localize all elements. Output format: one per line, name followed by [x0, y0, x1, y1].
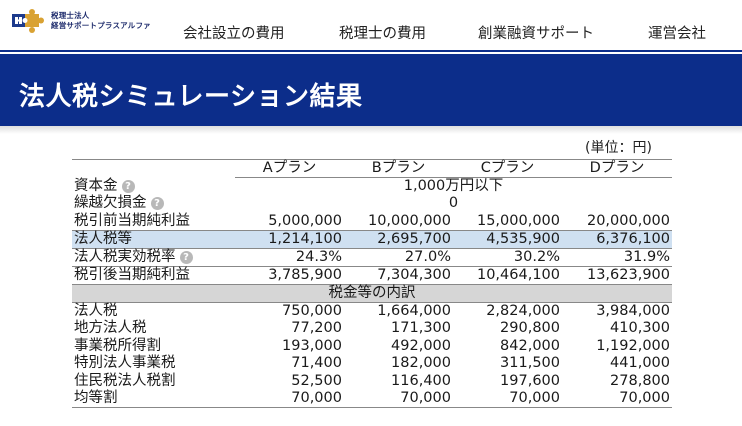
breakdown-row: 法人税 750,000 1,664,000 2,824,000 3,984,00…: [72, 302, 672, 320]
value-cell: 750,000: [282, 302, 342, 319]
question-icon[interactable]: ?: [179, 250, 193, 264]
row-label: 税引前当期純利益: [74, 212, 190, 229]
logo-line1: 税理士法人: [51, 11, 90, 20]
capital-row: 資本金? 1,000万円以下: [72, 178, 672, 196]
value-cell: 15,000,000: [476, 212, 560, 229]
breakdown-title: 税金等の内訳: [72, 284, 672, 303]
value-cell: 1,664,000: [377, 302, 451, 319]
row-label: 事業税所得割: [74, 337, 161, 354]
value-cell: 70,000: [562, 390, 672, 409]
logo[interactable]: 税理士法人 経営サポートプラスアルファ: [11, 8, 151, 34]
header-blank: [72, 159, 235, 178]
nav-startup-loan-support[interactable]: 創業融資サポート: [478, 26, 594, 42]
value-cell: 24.3%: [235, 248, 344, 267]
row-label: 特別法人事業税: [74, 355, 176, 372]
breakdown-row: 住民税法人税割 52,500 116,400 197,600 278,800: [72, 373, 672, 391]
value-cell: 441,000: [610, 355, 670, 372]
site-header: 税理士法人 経営サポートプラスアルファ 会社設立の費用 税理士の費用 創業融資サ…: [0, 0, 742, 46]
breakdown-row: 特別法人事業税 71,400 182,000 311,500 441,000: [72, 355, 672, 373]
nav-company-info[interactable]: 運営会社: [648, 26, 706, 42]
nav-incorporation-cost[interactable]: 会社設立の費用: [183, 26, 285, 42]
plan-a-header: Aプラン: [235, 159, 344, 178]
page-title: 法人税シミュレーション結果: [19, 82, 363, 112]
value-cell: 193,000: [282, 337, 342, 354]
capital-label: 資本金?: [72, 178, 235, 196]
value-cell: 6,376,100: [562, 229, 672, 249]
value-cell: 30.2%: [453, 248, 562, 267]
row-label: 均等割: [72, 390, 235, 409]
plan-b-header: Bプラン: [344, 159, 453, 178]
value-cell: 290,800: [500, 320, 560, 337]
value-cell: 311,500: [500, 355, 560, 372]
row-label: 法人税等: [72, 229, 235, 249]
value-cell: 70,000: [235, 390, 344, 409]
capital-value: 1,000万円以下: [403, 178, 504, 195]
value-cell: 13,623,900: [562, 266, 672, 285]
row-label: 地方法人税: [74, 320, 147, 337]
banner-shadow: [0, 126, 742, 134]
value-cell: 7,304,300: [344, 266, 453, 285]
value-cell: 4,535,900: [453, 229, 562, 249]
value-cell: 27.0%: [344, 248, 453, 267]
value-cell: 3,984,000: [596, 302, 670, 319]
value-cell: 10,000,000: [367, 212, 451, 229]
loss-carryforward-value: 0: [448, 195, 459, 212]
value-cell: 20,000,000: [586, 212, 670, 229]
value-cell: 278,800: [610, 372, 670, 389]
breakdown-section-header: 税金等の内訳: [72, 284, 672, 303]
plan-d-header: Dプラン: [562, 159, 672, 178]
row-label: 法人税: [74, 302, 118, 319]
value-cell: 70,000: [344, 390, 453, 409]
loss-carryforward-row: 繰越欠損金? 0: [72, 195, 672, 213]
unit-label: (単位：円): [585, 140, 652, 156]
value-cell: 77,200: [291, 320, 342, 337]
pretax-income-row: 税引前当期純利益 5,000,000 10,000,000 15,000,000…: [72, 213, 672, 231]
value-cell: 70,000: [453, 390, 562, 409]
question-icon[interactable]: ?: [121, 179, 135, 193]
effective-rate-row: 法人税実効税率? 24.3% 27.0% 30.2% 31.9%: [72, 248, 672, 267]
value-cell: 842,000: [500, 337, 560, 354]
value-cell: 182,000: [391, 355, 451, 372]
logo-text: 税理士法人 経営サポートプラスアルファ: [51, 11, 151, 31]
value-cell: 71,400: [291, 355, 342, 372]
row-label: 税引後当期純利益: [72, 266, 235, 285]
logo-line2: 経営サポートプラスアルファ: [51, 21, 151, 30]
value-cell: 52,500: [291, 372, 342, 389]
puzzle-logo-icon: [12, 9, 44, 33]
value-cell: 116,400: [391, 372, 451, 389]
aftertax-income-row: 税引後当期純利益 3,785,900 7,304,300 10,464,100 …: [72, 266, 672, 285]
corporate-taxes-row: 法人税等 1,214,100 2,695,700 4,535,900 6,376…: [72, 229, 672, 249]
value-cell: 171,300: [391, 320, 451, 337]
value-cell: 3,785,900: [235, 266, 344, 285]
value-cell: 410,300: [610, 320, 670, 337]
title-banner: 法人税シミュレーション結果: [0, 50, 742, 126]
effective-rate-label: 法人税実効税率?: [72, 248, 235, 267]
nav-accountant-fee[interactable]: 税理士の費用: [339, 26, 426, 42]
value-cell: 1,214,100: [235, 229, 344, 249]
value-cell: 10,464,100: [453, 266, 562, 285]
plan-c-header: Cプラン: [453, 159, 562, 178]
question-icon[interactable]: ?: [150, 197, 164, 211]
value-cell: 31.9%: [562, 248, 672, 267]
breakdown-row: 均等割 70,000 70,000 70,000 70,000: [72, 390, 672, 409]
value-cell: 492,000: [391, 337, 451, 354]
breakdown-row: 事業税所得割 193,000 492,000 842,000 1,192,000: [72, 337, 672, 355]
value-cell: 197,600: [500, 372, 560, 389]
value-cell: 1,192,000: [596, 337, 670, 354]
loss-carryforward-label: 繰越欠損金?: [72, 195, 235, 213]
plan-header-row: Aプラン Bプラン Cプラン Dプラン: [72, 159, 672, 178]
row-label: 住民税法人税割: [74, 372, 176, 389]
value-cell: 2,695,700: [344, 229, 453, 249]
simulation-table: Aプラン Bプラン Cプラン Dプラン 資本金? 1,000万円以下 繰越欠損金…: [72, 159, 672, 409]
banner-divider: [0, 52, 742, 54]
breakdown-row: 地方法人税 77,200 171,300 290,800 410,300: [72, 320, 672, 338]
value-cell: 5,000,000: [268, 212, 342, 229]
value-cell: 2,824,000: [486, 302, 560, 319]
